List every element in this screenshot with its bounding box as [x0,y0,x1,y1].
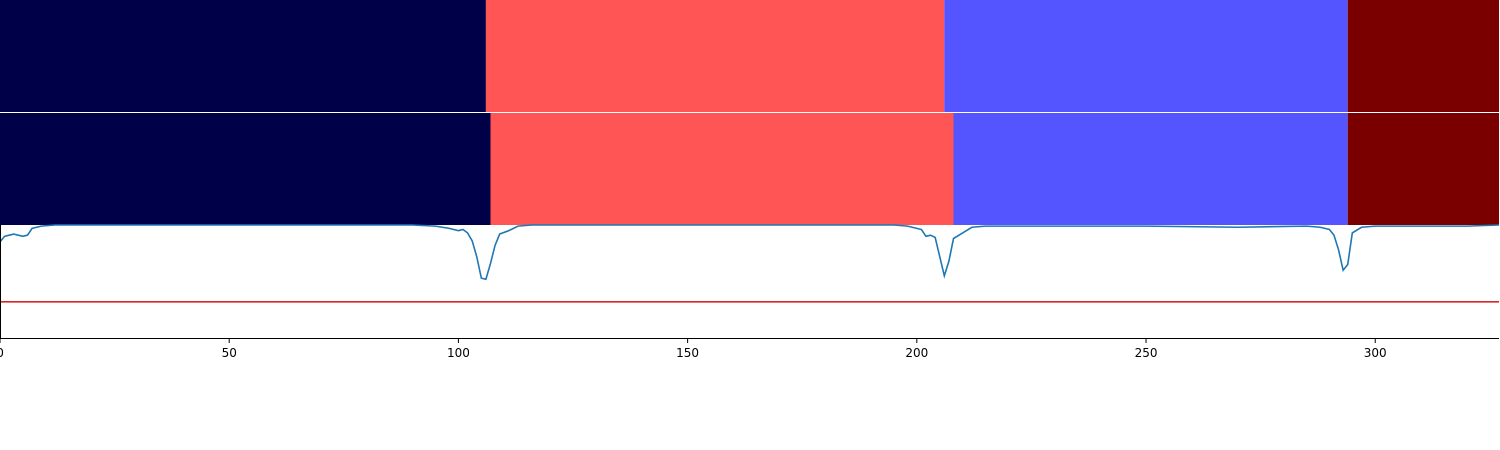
x-tick-label: 300 [1364,346,1387,360]
signal-line-panel [0,224,1500,338]
top-segment-2 [485,0,945,112]
top-segment-3 [944,0,1348,112]
x-tick-label: 50 [222,346,237,360]
middle-segment-1 [0,113,491,225]
signal-plot-area [0,225,1499,338]
x-axis: 0 50 100 150 200 250 300 [0,338,1499,360]
x-tick-label: 200 [905,346,928,360]
middle-segment-band [0,113,1499,225]
middle-segment-4 [1347,113,1499,225]
top-segment-1 [0,0,486,112]
middle-segment-2 [490,113,954,225]
x-tick-label: 100 [447,346,470,360]
x-tick-label: 0 [0,346,4,360]
x-tick-label: 250 [1135,346,1158,360]
top-segment-4 [1347,0,1499,112]
middle-segment-3 [953,113,1348,225]
top-segment-band [0,0,1499,112]
x-tick-label: 150 [676,346,699,360]
signal-series-1-line [0,224,1500,281]
